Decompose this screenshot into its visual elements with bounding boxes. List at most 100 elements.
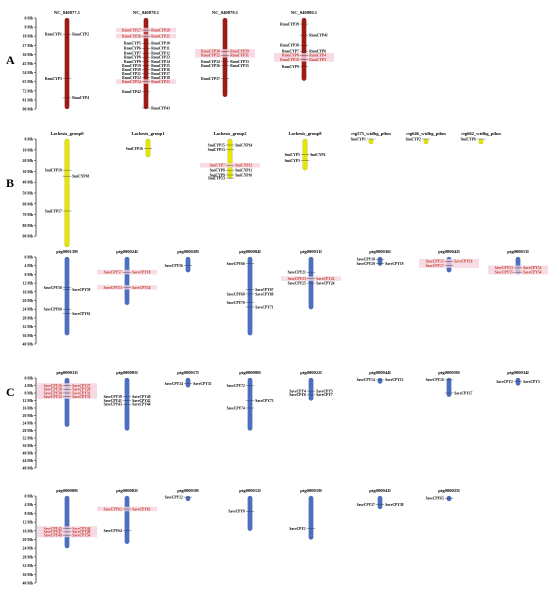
- chromosome-ptg000041l: ptg000041l SaveCPY37 SaveCPY38: [357, 488, 404, 510]
- gene-label: RmuCYP31: [230, 54, 249, 58]
- chromosome-NC_040877.1: NC_040877.1 RmuCYP1 RmuCYP2 RmuCYP3 RmuCYP4: [45, 10, 89, 110]
- chromosome-bar: [143, 17, 149, 110]
- gene-label: SaveCPY26: [44, 384, 62, 388]
- chromosome-name: ptg000002l: [116, 488, 138, 493]
- gene-label: RmuCYP9: [124, 60, 141, 64]
- gene-label: SaveCPY24: [316, 281, 334, 285]
- gene-label: SaveCPY43: [104, 403, 122, 407]
- gene-label: SaveCPY37: [357, 503, 375, 507]
- axis-tick-label: 16 Mb: [23, 529, 33, 533]
- gene-label: RmuCYP33: [230, 60, 249, 64]
- chromosome-ptg000042l: ptg000042l SaveCPY15 SaveCPY16 SaveCPY17: [419, 249, 479, 273]
- gene-label: SmiCYP19: [45, 169, 62, 173]
- gene-label: SaveCPY1: [289, 527, 306, 531]
- chromosome-ptg000139l: ptg000139l SaveCPY58 SaveCPY59 SaveCPY60 Sav…: [44, 249, 91, 336]
- gene-label: SaveCPY16: [426, 378, 444, 382]
- axis-tick-label: 8 Mb: [24, 512, 33, 516]
- axis-tick-label: 36 Mb: [23, 444, 33, 448]
- gene-label: SaveCPY35: [193, 382, 211, 386]
- axis-tick-label: 32 Mb: [23, 564, 33, 568]
- chromosome-name: ctg575_wtdbg_pilon: [351, 131, 391, 136]
- gene-label: SmiCYP9: [210, 173, 225, 177]
- axis-tick-label: 80 Mb: [23, 224, 33, 228]
- axis-tick-label: 40 Mb: [23, 181, 33, 185]
- chromosome-name: ptg000044l: [369, 370, 391, 375]
- chromosome-bar: [64, 17, 70, 110]
- gene-label: SaveCPY74: [227, 406, 245, 410]
- gene-label: RmuCYP14: [151, 60, 170, 64]
- axis-tick-label: 0 Mb: [24, 17, 33, 21]
- chromosome-NC_040879.1: NC_040879.1 RmuCYP30 RmuCYP29 RmuCYP32 RmuCY…: [195, 10, 255, 98]
- chromosome-name: ptg000017l: [177, 370, 199, 375]
- gene-label: SaveCPY55: [495, 271, 513, 275]
- axis-tick-label: 28 Mb: [23, 429, 33, 433]
- gene-label: SaveCPY69: [255, 292, 273, 296]
- gene-label: SaveCPY41: [104, 399, 122, 403]
- axis-tick-label: 10 Mb: [23, 148, 33, 152]
- gene-label: SaveCPY20: [357, 262, 375, 266]
- chromosome-bar: [301, 17, 307, 81]
- chromosome-bar: [247, 495, 253, 531]
- gene-label: SaveCPY62: [104, 507, 122, 511]
- chromosome-bar: [423, 138, 429, 145]
- axis-tick-label: 24 Mb: [23, 422, 33, 426]
- gene-label: SmiCYP18: [72, 175, 89, 179]
- chromosome-name: NC_040880.1: [291, 10, 318, 15]
- axis-tick-label: 81 Mb: [23, 98, 33, 102]
- gene-label: SaveCPY54: [523, 271, 541, 275]
- axis-tick-label: 27 Mb: [23, 44, 33, 48]
- chromosome-name: ptg000084l: [239, 249, 261, 254]
- axis-tick-label: 0 Mb: [24, 138, 33, 142]
- axis-tick-label: 45 Mb: [23, 62, 33, 66]
- axis-tick-label: 4 Mb: [24, 384, 33, 388]
- gene-label: RmuCYP32: [201, 54, 220, 58]
- gene-label: SaveCPY15: [385, 378, 403, 382]
- gene-label: RmuCYP7: [282, 50, 299, 54]
- axis-tick-label: 40 Mb: [23, 582, 33, 586]
- gene-label: SaveCPY70: [227, 301, 245, 305]
- chromosome-ptg000050l: ptg000050l SaveCPY16 SaveCPY17: [426, 370, 473, 397]
- axis-panel-a: 0 Mb 9 Mb 18 Mb 27 Mb 36 Mb 45 Mb 54 Mb 63 Mb 72…: [23, 17, 37, 112]
- chromosome-ptg000044l: ptg000044l SaveCPY14 SaveCPY15: [357, 370, 404, 384]
- chromosome-name: ptg000022l: [300, 370, 322, 375]
- chromosome-bar: [145, 138, 151, 158]
- chromosome-bar: [247, 256, 253, 336]
- chromosome-bar: [124, 256, 130, 305]
- gene-label: SaveCPY44: [132, 403, 150, 407]
- gene-label: SaveCPY5: [316, 389, 333, 393]
- chromosome-bar: [185, 495, 191, 502]
- chromosome-name: ptg000050l: [438, 370, 460, 375]
- chromosome-name: NC_040877.1: [54, 10, 81, 15]
- chromosome-name: Lachesis_group8: [288, 131, 322, 136]
- gene-label: SaveCPY39: [104, 395, 122, 399]
- chromosome-name: NC_040878.1: [133, 10, 160, 15]
- gene-label: SaveCPY68: [227, 292, 245, 296]
- gene-label: SaveCPY58: [44, 286, 62, 290]
- chromosome-name: ptg000036l: [369, 249, 391, 254]
- gene-label: SaveCPY59: [72, 288, 90, 292]
- gene-label: RmuCYP36: [201, 64, 220, 68]
- gene-label: RmuCYP6: [309, 50, 326, 54]
- gene-label: RmuCYP4: [309, 54, 326, 58]
- chromosome-bar: [227, 138, 233, 179]
- axis-tick-label: 20 Mb: [23, 414, 33, 418]
- gene-label: SmiCYP6: [461, 137, 476, 141]
- gene-label: SaveCPY57: [104, 271, 122, 275]
- gene-label: SaveCPY17: [426, 264, 444, 268]
- axis-tick-label: 4 Mb: [24, 264, 33, 268]
- gene-label: RmuCYP28: [151, 28, 170, 32]
- chromosome-bar: [124, 495, 130, 544]
- gene-label: SaveCPY66: [227, 262, 245, 266]
- chromosome-name: ptg000031l: [300, 249, 322, 254]
- gene-label: SaveCPY32: [44, 395, 62, 399]
- gene-label: RmuCYP1: [45, 32, 62, 36]
- axis-tick-label: 32 Mb: [23, 437, 33, 441]
- gene-label: RmuCYP8: [124, 56, 141, 60]
- axis-tick-label: 90 Mb: [23, 108, 33, 112]
- chromosome-bar: [308, 377, 314, 401]
- gene-label: RmuCYP24: [122, 80, 141, 84]
- chromosome-ptg000034l: ptg000034l SaveCPY2 SaveCPY3: [496, 370, 540, 386]
- axis-tick-label: 44 Mb: [23, 459, 33, 463]
